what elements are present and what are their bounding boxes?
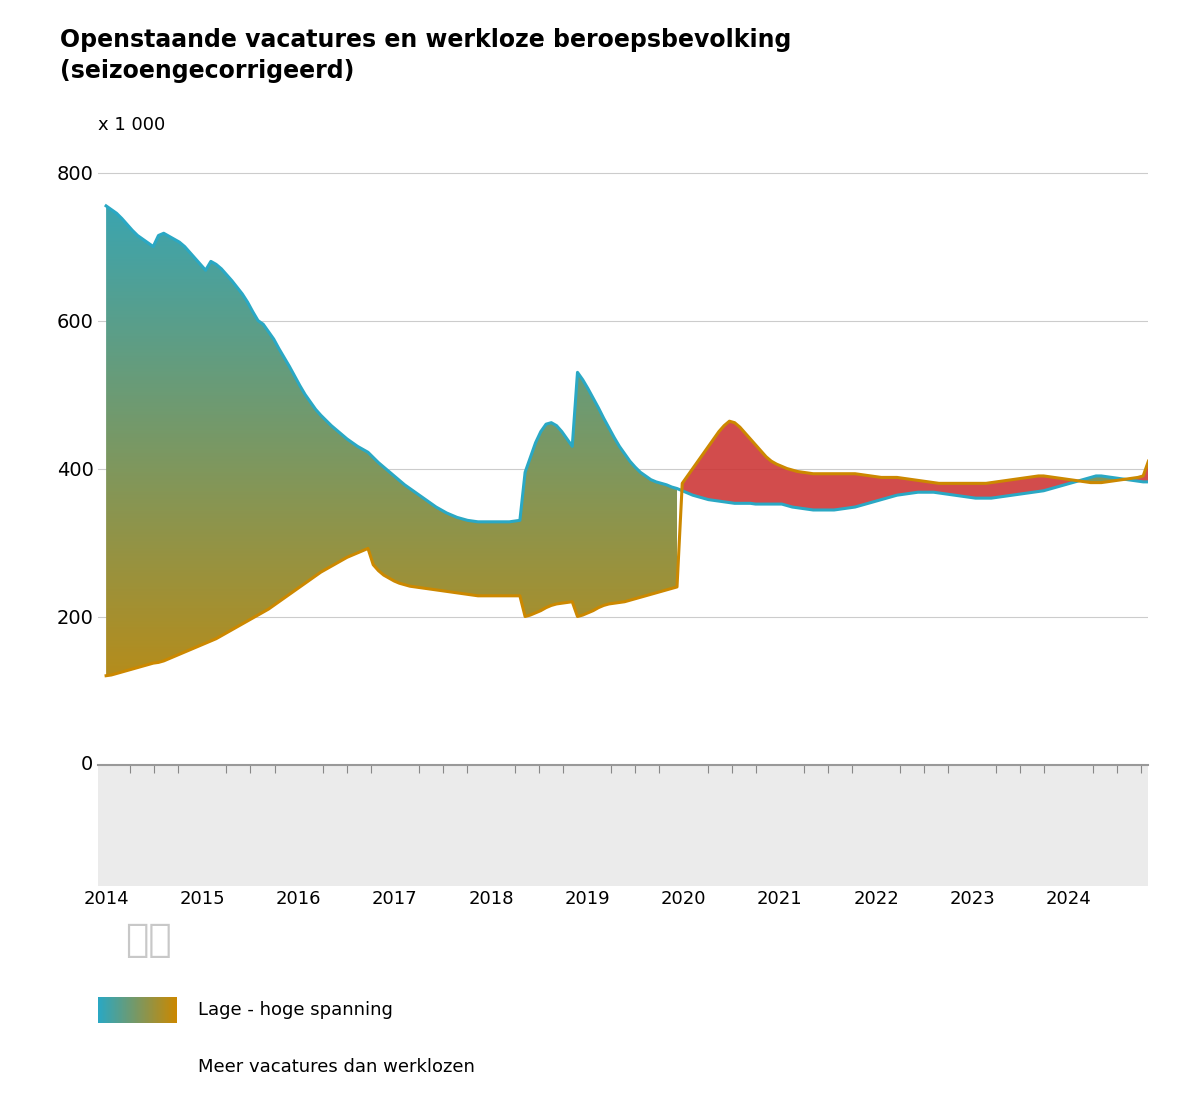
Text: Meer vacatures dan werklozen: Meer vacatures dan werklozen — [198, 1058, 475, 1076]
Text: 0: 0 — [80, 755, 94, 774]
Text: Lage - hoge spanning: Lage - hoge spanning — [198, 1001, 392, 1019]
Text: 公司: 公司 — [125, 922, 172, 959]
PathPatch shape — [106, 206, 1122, 675]
Text: x 1 000: x 1 000 — [98, 117, 166, 134]
Text: Openstaande vacatures en werkloze beroepsbevolking
(seizoengecorrigeerd): Openstaande vacatures en werkloze beroep… — [60, 28, 791, 84]
